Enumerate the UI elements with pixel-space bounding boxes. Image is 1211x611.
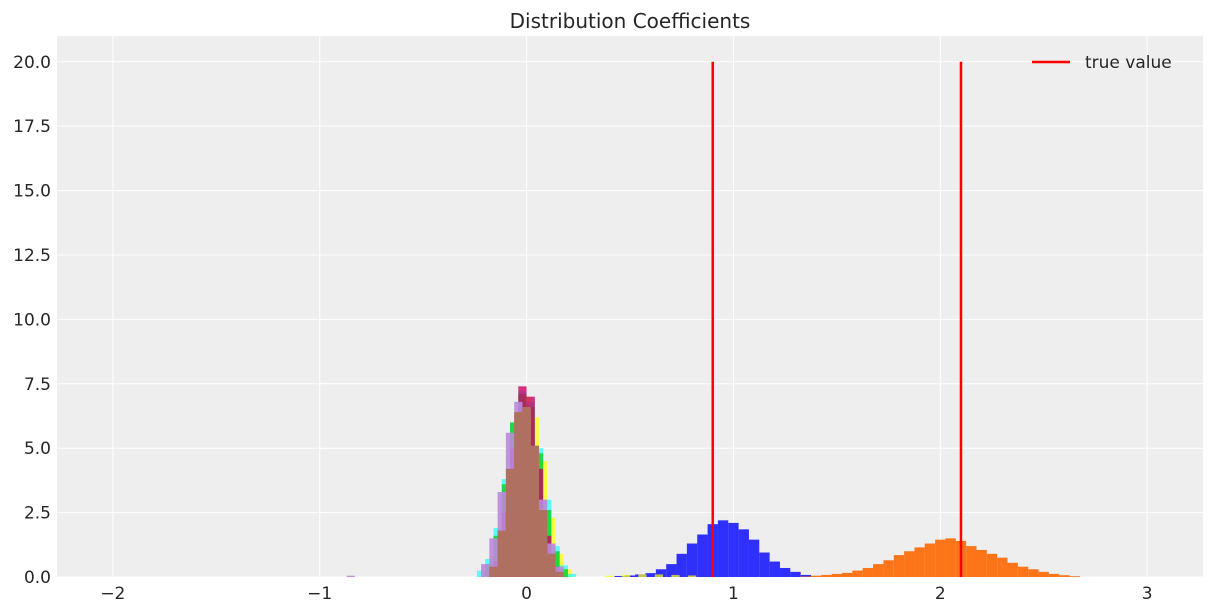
histogram-bar	[646, 573, 656, 577]
legend-label-true-value: true value	[1085, 53, 1172, 73]
histogram-bar	[894, 555, 904, 577]
histogram-bar	[489, 567, 497, 577]
y-tick-label: 2.5	[24, 504, 51, 524]
histogram-bar	[498, 531, 506, 577]
histogram-bar	[1028, 569, 1038, 577]
y-tick-label: 10.0	[13, 310, 51, 330]
histogram-bar	[739, 529, 749, 577]
histogram-bar	[718, 520, 728, 577]
x-tick-label: −1	[307, 584, 332, 604]
x-axis-ticks: −2 −1 0 1 2 3	[100, 584, 1152, 604]
histogram-bar	[790, 572, 800, 577]
y-tick-label: 15.0	[13, 182, 51, 202]
histogram-bar	[863, 568, 873, 577]
histogram-bar	[506, 469, 514, 577]
histogram-bar	[638, 574, 646, 577]
histogram-bar	[925, 544, 935, 577]
histogram-bar	[842, 573, 852, 577]
histogram-bar	[1039, 572, 1049, 577]
histogram-bar	[687, 544, 697, 577]
histogram-bar	[976, 550, 986, 577]
y-axis-ticks: 0.0 2.5 5.0 7.5 10.0 12.5 15.0 17.5 20.0	[13, 53, 51, 588]
histogram-bar	[811, 576, 821, 577]
plot-background	[57, 36, 1203, 577]
histogram-bar	[539, 510, 547, 577]
histogram-bar	[1008, 563, 1018, 577]
histogram-bar	[531, 446, 539, 577]
histogram-bar	[997, 558, 1007, 577]
histogram-bar	[1018, 567, 1028, 577]
histogram-bar	[655, 574, 663, 577]
histogram-bar	[605, 576, 613, 577]
histogram-bar	[347, 576, 355, 577]
histogram-bar	[914, 547, 924, 577]
histogram-bar	[622, 575, 630, 577]
histogram-bar	[1049, 574, 1059, 577]
y-tick-label: 17.5	[13, 117, 51, 137]
x-tick-label: 0	[521, 584, 532, 604]
histogram-bar	[671, 575, 679, 577]
histogram-bar	[759, 553, 769, 577]
histogram-bar	[966, 546, 976, 577]
x-tick-label: −2	[100, 584, 125, 604]
y-tick-label: 7.5	[24, 375, 51, 395]
y-tick-label: 5.0	[24, 439, 51, 459]
histogram-bar	[547, 554, 555, 577]
x-tick-label: 3	[1142, 584, 1153, 604]
histogram-bar	[780, 568, 790, 577]
histogram-bar	[935, 540, 945, 577]
y-tick-label: 0.0	[24, 568, 51, 588]
histogram-bar	[821, 575, 831, 577]
x-tick-label: 1	[728, 584, 739, 604]
histogram-bar	[852, 571, 862, 577]
histogram-bar	[481, 564, 489, 577]
histogram-bar	[749, 540, 759, 577]
x-tick-label: 2	[935, 584, 946, 604]
histogram-bar	[1070, 576, 1080, 577]
histogram-bar	[728, 523, 738, 577]
y-tick-label: 20.0	[13, 53, 51, 73]
histogram-bar	[568, 574, 576, 577]
histogram-bar	[883, 560, 893, 577]
histogram-bar	[801, 576, 811, 577]
histogram-bar	[770, 562, 780, 577]
histogram-bar	[832, 574, 842, 577]
chart-title: Distribution Coefficients	[510, 9, 751, 33]
histogram-bar	[945, 538, 955, 577]
histogram-bar	[873, 564, 883, 577]
histogram-bar	[987, 554, 997, 577]
histogram-bar	[522, 407, 530, 577]
histogram-bar	[556, 572, 564, 577]
histogram-bar	[688, 575, 696, 577]
histogram-bar	[677, 554, 687, 577]
histogram-bar	[697, 534, 707, 577]
histogram-bar	[904, 551, 914, 577]
histogram-bar	[1059, 575, 1069, 577]
histogram-bar	[514, 412, 522, 577]
y-tick-label: 12.5	[13, 246, 51, 266]
